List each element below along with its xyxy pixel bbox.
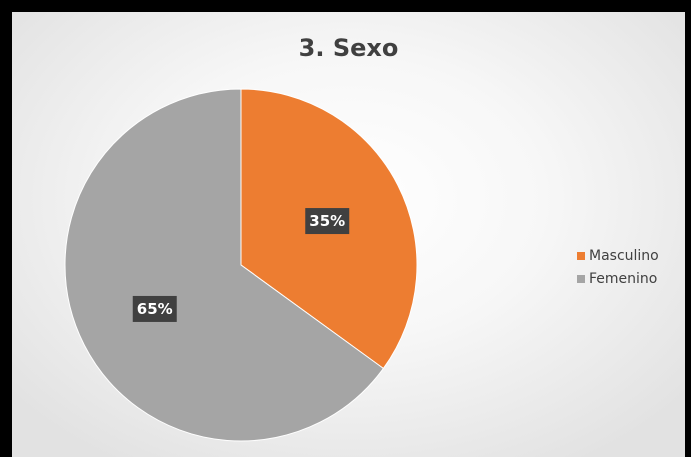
legend-label-masculino: Masculino bbox=[589, 247, 659, 264]
data-label-masculino: 35% bbox=[305, 208, 350, 235]
data-label-femenino: 65% bbox=[132, 295, 177, 322]
pie-slice-femenino bbox=[64, 88, 385, 442]
data-label-text-femenino: 65% bbox=[137, 300, 173, 318]
data-label-box-femenino bbox=[132, 295, 177, 322]
legend-swatch-masculino bbox=[577, 251, 585, 260]
legend-item-masculino: Masculino bbox=[577, 244, 659, 267]
pie-chart: 35% 65% bbox=[64, 88, 418, 442]
chart-title: 3. Sexo bbox=[298, 34, 399, 62]
legend-swatch-femenino bbox=[577, 274, 585, 283]
data-label-text-masculino: 35% bbox=[309, 212, 345, 230]
legend-label-femenino: Femenino bbox=[589, 270, 658, 287]
data-label-box-masculino bbox=[305, 208, 350, 235]
chart-legend: Masculino Femenino bbox=[577, 244, 659, 290]
legend-item-femenino: Femenino bbox=[577, 267, 659, 290]
